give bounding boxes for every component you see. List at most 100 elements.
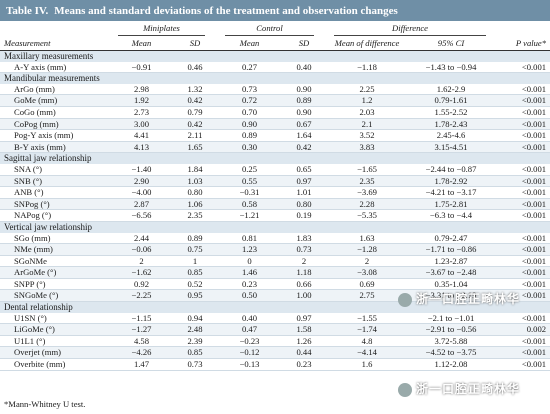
cell-p-value: <0.001: [492, 209, 550, 222]
cell-p-value: <0.001: [492, 83, 550, 96]
cell-mini-sd: 0.79: [175, 106, 216, 119]
cell-ci: −2.91 to −0.56: [410, 323, 493, 336]
section-header: Vertical jaw relationship: [0, 221, 550, 233]
cell-p-value: <0.001: [492, 312, 550, 325]
cell-ctrl-sd: 2: [284, 255, 325, 268]
cell-ci: 0.79-2.47: [410, 232, 493, 245]
cell-ctrl-mean: 0.73: [215, 83, 285, 96]
cell-measurement: Overbite (mm): [0, 358, 108, 371]
cell-ci: 3.72-5.88: [410, 335, 493, 348]
cell-p-value: <0.001: [492, 289, 550, 303]
cell-ctrl-mean: 1.46: [215, 266, 285, 279]
cell-ctrl-mean: −1.21: [215, 209, 285, 222]
table-row: SNPP (°) 0.92 0.52 0.23 0.66 0.69 0.35-1.04 <0.…: [0, 278, 550, 291]
cell-mini-mean: 2.90: [108, 175, 175, 188]
table-label: Table IV.: [6, 4, 49, 17]
cell-ctrl-mean: 1.23: [215, 243, 285, 256]
cell-ci: 2.45-4.6: [410, 129, 493, 142]
group-control: Control: [215, 21, 325, 36]
cell-mean-diff: −5.35: [324, 209, 411, 222]
cell-mean-diff: −1.65: [324, 163, 411, 176]
group-header-row: Miniplates Control Difference: [0, 21, 550, 36]
col-mini-mean: Mean: [108, 36, 175, 51]
cell-mini-mean: 2.73: [108, 106, 175, 119]
cell-mean-diff: 0.69: [324, 278, 411, 291]
cell-mean-diff: 2.1: [324, 118, 411, 131]
table-row: Pog-Y axis (mm) 4.41 2.11 0.89 1.64 3.52 2.45-…: [0, 129, 550, 142]
cell-ctrl-mean: 0: [215, 255, 285, 268]
cell-mini-sd: 1.84: [175, 163, 216, 176]
cell-ctrl-sd: 0.67: [284, 118, 325, 131]
cell-mini-sd: 0.95: [175, 289, 216, 303]
cell-measurement: U1SN (°): [0, 312, 108, 325]
cell-mini-sd: 0.52: [175, 278, 216, 291]
cell-ci: −2.44 to −0.87: [410, 163, 493, 176]
cell-measurement: SNB (°): [0, 175, 108, 188]
group-miniplates: Miniplates: [108, 21, 216, 36]
cell-ci: 1.75-2.81: [410, 198, 493, 211]
table-caption: Means and standard deviations of the tre…: [54, 4, 398, 17]
table-row: Overbite (mm) 1.47 0.73 −0.13 0.23 1.6 1.12-2.…: [0, 358, 550, 371]
cell-mini-mean: 4.13: [108, 141, 175, 154]
cell-measurement: SNPog (°): [0, 198, 108, 211]
cell-mean-diff: 3.83: [324, 141, 411, 154]
col-ctrl-mean: Mean: [215, 36, 285, 51]
cell-mini-sd: 2.35: [175, 209, 216, 222]
section-title: Sagittal jaw relationship: [0, 152, 550, 164]
cell-p-value: <0.001: [492, 335, 550, 348]
cell-mini-sd: 0.46: [175, 61, 216, 74]
cell-ctrl-mean: 0.27: [215, 61, 285, 74]
col-mini-sd: SD: [175, 36, 216, 51]
cell-mini-mean: −1.15: [108, 312, 175, 325]
cell-mean-diff: 4.8: [324, 335, 411, 348]
cell-mini-sd: 0.42: [175, 94, 216, 107]
cell-ci: 1.78-2.43: [410, 118, 493, 131]
table-row: U1SN (°) −1.15 0.94 0.40 0.97 −1.55 −2.1 to −1…: [0, 312, 550, 325]
cell-mini-sd: 2.11: [175, 129, 216, 142]
cell-ctrl-mean: 0.50: [215, 289, 285, 303]
col-measurement: Measurement: [0, 36, 108, 51]
cell-mini-mean: 1.92: [108, 94, 175, 107]
cell-ctrl-sd: 0.65: [284, 163, 325, 176]
table-row: ArGoMe (°) −1.62 0.85 1.46 1.18 −3.08 −3.67 to…: [0, 266, 550, 279]
cell-ci: −1.71 to −0.86: [410, 243, 493, 256]
footnote: *Mann-Whitney U test.: [4, 399, 86, 409]
cell-mean-diff: 1.63: [324, 232, 411, 245]
cell-measurement: CoPog (mm): [0, 118, 108, 131]
cell-ctrl-sd: 1.64: [284, 129, 325, 142]
cell-p-value: <0.001: [492, 266, 550, 279]
cell-mini-mean: 1.47: [108, 358, 175, 371]
cell-mini-mean: −1.40: [108, 163, 175, 176]
cell-mean-diff: −4.14: [324, 346, 411, 360]
cell-ctrl-mean: 0.55: [215, 175, 285, 188]
table-row: A-Y axis (mm) −0.91 0.46 0.27 0.40 −1.18 −1.43…: [0, 61, 550, 74]
cell-ctrl-sd: 0.97: [284, 175, 325, 188]
cell-measurement: CoGo (mm): [0, 106, 108, 119]
cell-mini-sd: 2.39: [175, 335, 216, 348]
cell-mini-mean: 2: [108, 255, 175, 268]
section-header: Maxillary measurements: [0, 50, 550, 62]
cell-mini-sd: 0.85: [175, 266, 216, 279]
cell-measurement: ANB (°): [0, 186, 108, 199]
cell-mini-sd: 0.73: [175, 358, 216, 371]
cell-mean-diff: 2.35: [324, 175, 411, 188]
cell-p-value: <0.001: [492, 358, 550, 371]
cell-ctrl-sd: 1.58: [284, 323, 325, 336]
cell-ctrl-sd: 1.83: [284, 232, 325, 245]
cell-mini-mean: −1.62: [108, 266, 175, 279]
cell-ctrl-sd: 0.89: [284, 94, 325, 107]
cell-mini-mean: −4.26: [108, 346, 175, 360]
col-ci: 95% CI: [410, 36, 493, 51]
cell-ctrl-sd: 0.66: [284, 278, 325, 291]
cell-p-value: <0.001: [492, 129, 550, 142]
cell-ctrl-mean: 0.30: [215, 141, 285, 154]
cell-measurement: SNPP (°): [0, 278, 108, 291]
cell-measurement: B-Y axis (mm): [0, 141, 108, 154]
cell-p-value: <0.001: [492, 94, 550, 107]
cell-measurement: A-Y axis (mm): [0, 61, 108, 74]
cell-ctrl-sd: 0.73: [284, 243, 325, 256]
table-row: GoMe (mm) 1.92 0.42 0.72 0.89 1.2 0.79-1.61 <0.…: [0, 94, 550, 107]
cell-mean-diff: −1.55: [324, 312, 411, 325]
cell-mini-sd: 1.65: [175, 141, 216, 154]
